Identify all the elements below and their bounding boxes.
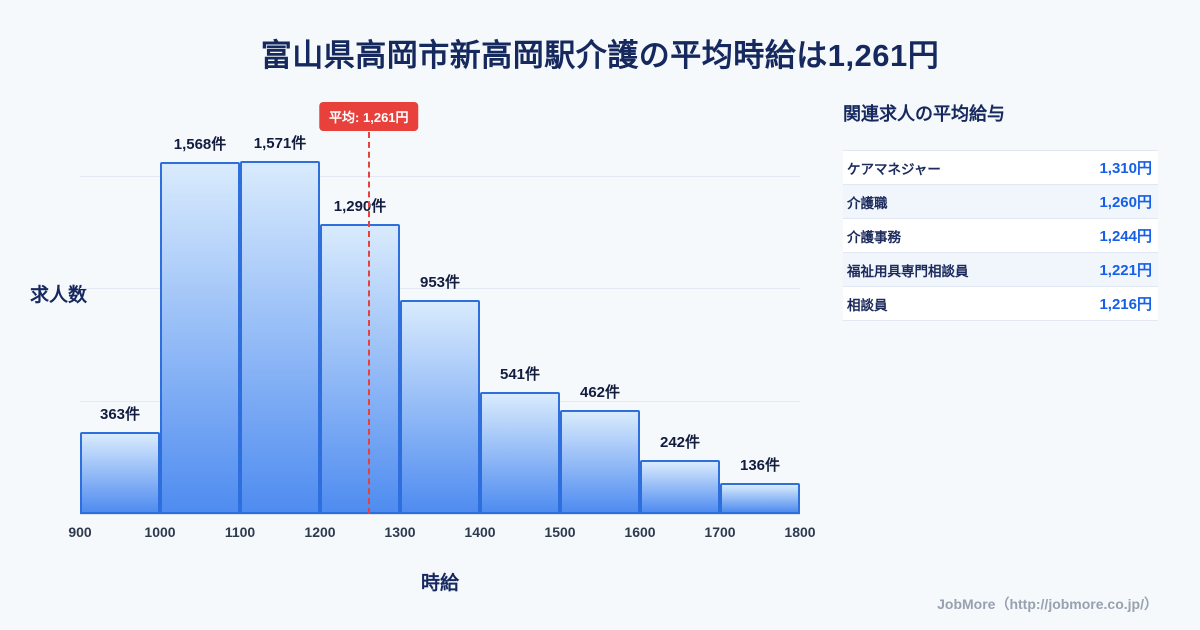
salary-value: 1,244円 [1099,228,1152,245]
job-title: 介護事務 [847,229,901,245]
salary-value: 1,260円 [1099,194,1152,211]
salary-value: 1,310円 [1099,160,1152,177]
x-tick-label: 900 [68,524,92,540]
salary-value: 1,216円 [1099,296,1152,313]
related-salary-panel: 関連求人の平均給与 ケアマネジャー 1,310円介護職 1,260円介護事務 1,24… [843,100,1158,321]
job-title: 相談員 [847,297,888,313]
histogram-plot-area: 363件 1,568件 1,571件 1,290件 953件 541件 462件 242件 13… [68,100,816,540]
x-tick-label: 1600 [624,524,656,540]
x-tick-label: 1000 [144,524,176,540]
gridline [80,288,800,290]
histogram-bar [480,392,560,514]
x-tick-label: 1700 [704,524,736,540]
salary-row: ケアマネジャー 1,310円 [843,151,1158,185]
gridline [80,175,800,177]
salary-row: 福祉用具専門相談員 1,221円 [843,253,1158,287]
bar-value-label: 462件 [579,384,621,402]
x-tick-label: 1200 [304,524,336,540]
x-tick-label: 1100 [224,524,256,540]
salary-value: 1,221円 [1099,262,1152,279]
job-title: 福祉用具専門相談員 [847,263,969,279]
bar-value-label: 1,568件 [173,135,227,153]
salary-row: 介護事務 1,244円 [843,219,1158,253]
bar-value-label: 242件 [659,433,701,451]
bar-value-label: 541件 [499,366,541,384]
salary-table: ケアマネジャー 1,310円介護職 1,260円介護事務 1,244円福祉用具専門相談… [843,150,1158,321]
panel-heading: 関連求人の平均給与 [843,104,1005,124]
bar-value-label: 1,571件 [253,135,307,152]
job-title: 介護職 [847,195,888,211]
page-title: 富山県高岡市新高岡駅介護の平均時給は1,261円 [260,38,940,73]
histogram-bar [640,459,720,514]
bar-value-label: 1,290件 [333,198,387,216]
histogram-bar [80,432,160,514]
histogram-bar [400,299,480,514]
histogram-bar [560,410,640,514]
bar-value-label: 363件 [99,406,141,424]
histogram-bar [720,483,800,514]
bar-value-label: 953件 [419,273,461,291]
x-tick-label: 1400 [464,524,496,540]
job-title: ケアマネジャー [847,161,941,177]
histogram-bar [320,224,400,514]
histogram-bar [240,161,320,514]
x-axis-label: 時給 [420,573,460,594]
y-axis-label: 求人数 [30,285,88,306]
x-tick-label: 1800 [784,524,816,540]
credit-text: JobMore（http://jobmore.co.jp/） [937,596,1158,612]
average-line [367,132,370,514]
x-tick-label: 1500 [544,524,576,540]
average-badge: 平均: 1,261円 [319,102,419,131]
x-tick-label: 1300 [384,524,416,540]
histogram-bar [160,161,240,514]
bar-value-label: 136件 [739,457,781,475]
salary-row: 介護職 1,260円 [843,185,1158,219]
salary-row: 相談員 1,216円 [843,287,1158,321]
